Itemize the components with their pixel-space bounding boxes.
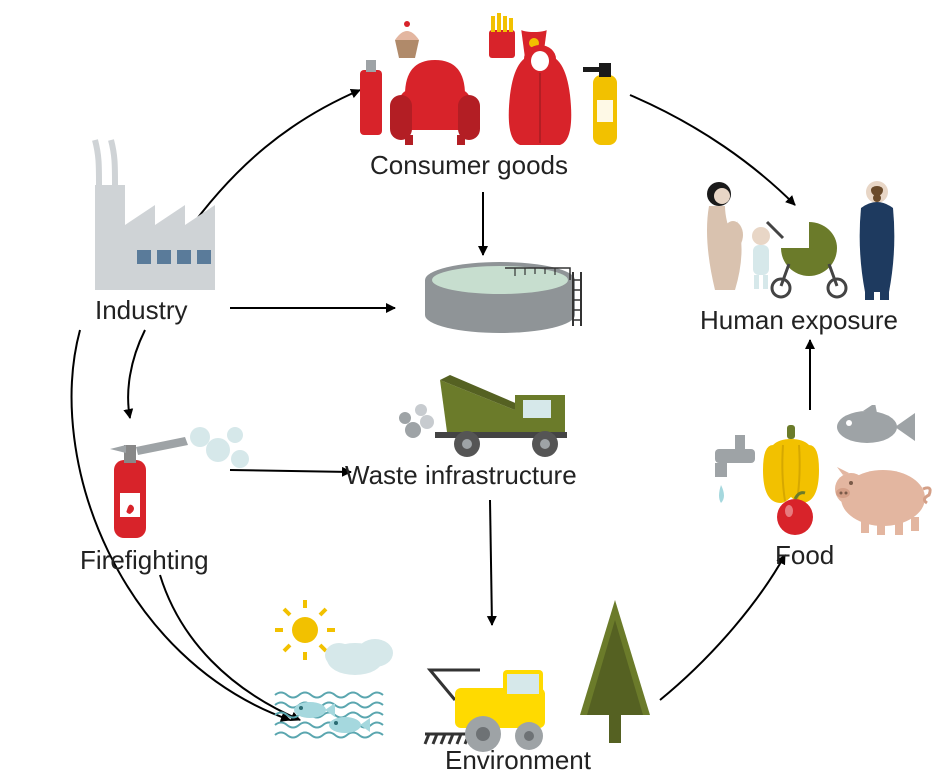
edge-environment-to-food xyxy=(660,555,785,700)
industry-label: Industry xyxy=(95,295,188,326)
human-exposure-label: Human exposure xyxy=(700,305,898,336)
diagram-stage: Industry Consumer goods Human exposure W… xyxy=(0,0,951,774)
food-label: Food xyxy=(775,540,834,571)
factory-icon xyxy=(85,130,225,295)
food-icon xyxy=(715,405,935,550)
consumer-goods-icon xyxy=(355,10,635,155)
waste-infrastructure-icon xyxy=(395,260,605,465)
environment-label: Environment xyxy=(445,745,591,776)
edge-industry-to-firefighting xyxy=(128,330,145,418)
firefighting-icon xyxy=(100,415,260,550)
human-exposure-icon xyxy=(695,180,925,315)
firefighting-label: Firefighting xyxy=(80,545,209,576)
waste-label: Waste infrastructure xyxy=(345,460,577,491)
consumer-goods-label: Consumer goods xyxy=(370,150,568,181)
